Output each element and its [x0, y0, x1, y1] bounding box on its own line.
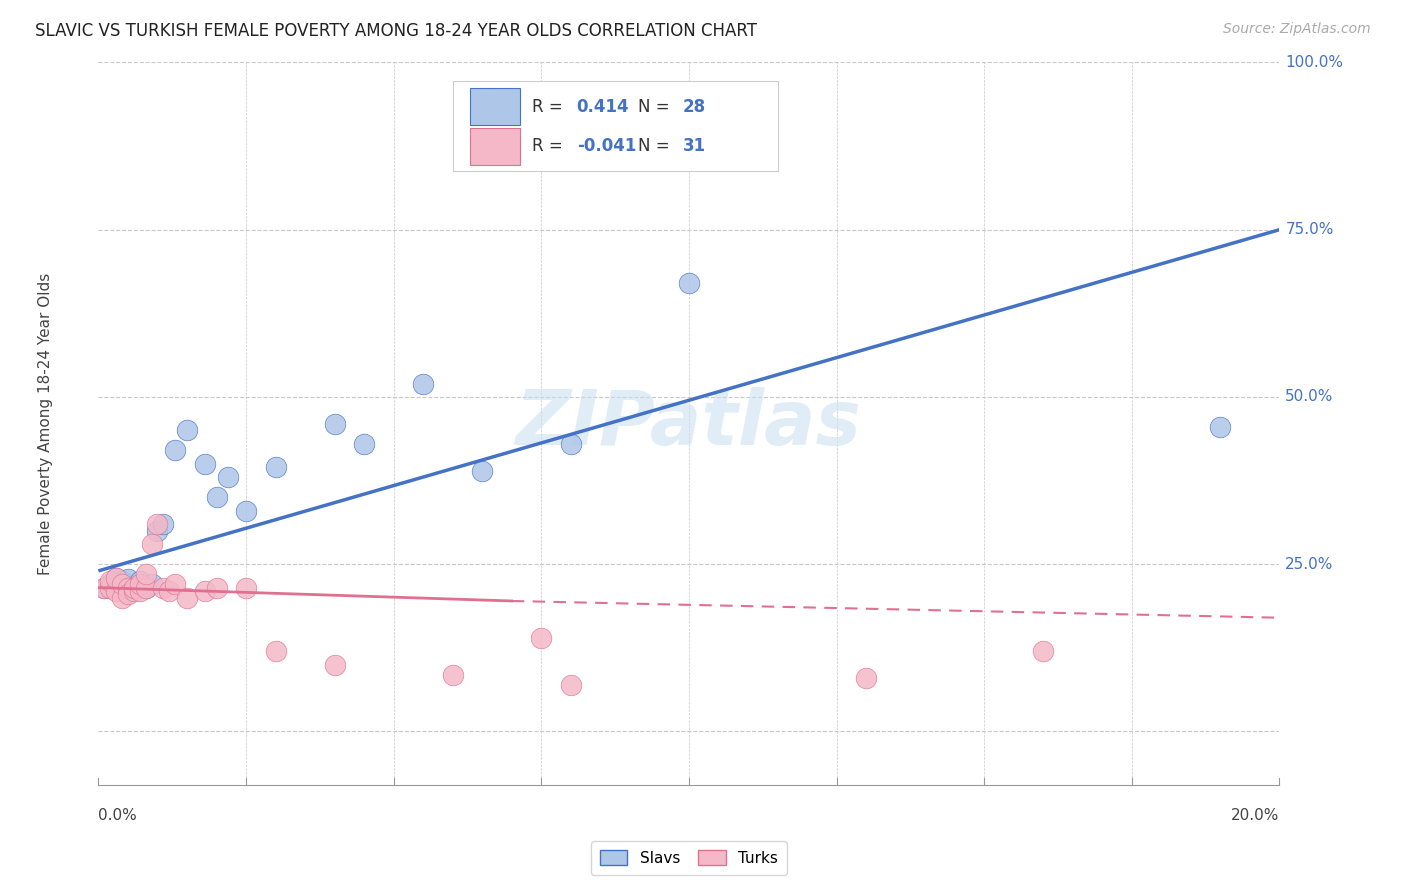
Point [146, 517, 169, 532]
Point [235, 503, 257, 517]
Point [141, 537, 163, 551]
Point [157, 584, 180, 599]
Point [98, 581, 121, 595]
Point [152, 517, 174, 532]
Point [111, 591, 134, 605]
Point [111, 581, 134, 595]
Point [117, 572, 139, 586]
Point [678, 277, 700, 291]
FancyBboxPatch shape [471, 87, 520, 126]
Point [323, 417, 346, 431]
Text: Source: ZipAtlas.com: Source: ZipAtlas.com [1223, 22, 1371, 37]
Point [217, 470, 239, 484]
Point [165, 443, 187, 458]
Text: 20.0%: 20.0% [1232, 808, 1279, 823]
Point [111, 577, 134, 591]
Text: N =: N = [638, 97, 675, 116]
Point [128, 577, 150, 591]
Point [323, 657, 346, 672]
Text: 75.0%: 75.0% [1285, 222, 1334, 237]
Point [117, 578, 139, 592]
Point [441, 667, 464, 681]
Text: 0.414: 0.414 [576, 97, 630, 116]
Point [122, 581, 145, 595]
Text: 28: 28 [683, 97, 706, 116]
Point [152, 581, 174, 595]
Point [105, 571, 128, 585]
FancyBboxPatch shape [471, 128, 520, 165]
Point [176, 591, 198, 605]
Text: N =: N = [638, 137, 675, 155]
Point [117, 581, 139, 595]
Point [205, 491, 228, 505]
Point [471, 464, 494, 478]
Point [264, 644, 287, 658]
Point [135, 581, 157, 595]
Point [93, 581, 115, 595]
Point [135, 581, 157, 595]
Point [93, 581, 115, 595]
Text: 0.0%: 0.0% [98, 808, 138, 823]
Text: R =: R = [531, 97, 568, 116]
Point [205, 581, 228, 595]
Point [122, 581, 145, 595]
Point [194, 457, 217, 471]
Point [98, 574, 121, 588]
Point [128, 577, 150, 591]
Point [530, 631, 553, 645]
Legend: Slavs, Turks: Slavs, Turks [591, 840, 787, 875]
Text: 50.0%: 50.0% [1285, 390, 1334, 404]
Point [264, 460, 287, 475]
Point [135, 567, 157, 582]
Point [235, 581, 257, 595]
Text: ZIPatlas: ZIPatlas [516, 387, 862, 460]
Text: 100.0%: 100.0% [1285, 55, 1343, 70]
Text: SLAVIC VS TURKISH FEMALE POVERTY AMONG 18-24 YEAR OLDS CORRELATION CHART: SLAVIC VS TURKISH FEMALE POVERTY AMONG 1… [35, 22, 758, 40]
Point [128, 584, 150, 599]
Point [105, 584, 128, 599]
Point [855, 671, 877, 685]
Text: 31: 31 [683, 137, 706, 155]
Point [165, 577, 187, 591]
Point [353, 436, 375, 450]
Point [122, 584, 145, 599]
Point [128, 574, 150, 588]
Point [1032, 644, 1054, 658]
Point [412, 376, 434, 391]
Point [98, 577, 121, 591]
Point [1209, 420, 1232, 434]
Point [560, 678, 582, 692]
Point [560, 436, 582, 450]
Text: 25.0%: 25.0% [1285, 557, 1334, 572]
Point [146, 524, 169, 538]
Text: -0.041: -0.041 [576, 137, 636, 155]
Point [176, 424, 198, 438]
Point [194, 584, 217, 599]
FancyBboxPatch shape [453, 80, 778, 171]
Point [105, 571, 128, 585]
Point [141, 577, 163, 591]
Point [117, 587, 139, 601]
Point [111, 574, 134, 588]
Text: R =: R = [531, 137, 568, 155]
Text: Female Poverty Among 18-24 Year Olds: Female Poverty Among 18-24 Year Olds [38, 273, 53, 574]
